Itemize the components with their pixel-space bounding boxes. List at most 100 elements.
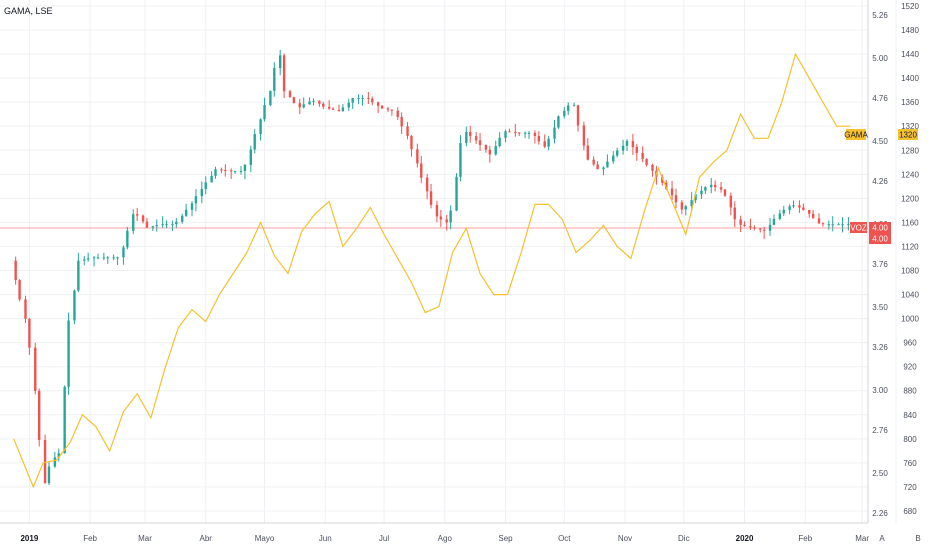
voz-candle xyxy=(318,100,321,104)
month-label: Mayo xyxy=(255,534,275,543)
voz-candle xyxy=(582,125,586,146)
voz-tick-label: 2.50 xyxy=(872,469,888,478)
voz-candle xyxy=(53,457,57,467)
month-label: Oct xyxy=(558,534,571,543)
voz-candle xyxy=(572,105,576,107)
voz-candle xyxy=(181,215,184,222)
voz-candle xyxy=(239,171,243,173)
voz-tick-label: 5.00 xyxy=(872,54,888,63)
voz-candle xyxy=(135,214,139,216)
voz-price-scale[interactable]: 5.26 5.00 4.76 4.50 4.26 4.00 3.76 3.50 3.26 3.00… xyxy=(872,11,888,518)
voz-candle xyxy=(664,182,668,189)
log-scale-button[interactable]: B xyxy=(915,534,920,543)
month-label: Jul xyxy=(379,534,389,543)
voz-candle xyxy=(126,230,129,248)
gama-tick-label: 800 xyxy=(903,435,917,444)
gama-tick-label: 680 xyxy=(903,507,917,516)
voz-candle xyxy=(759,228,762,230)
voz-candle xyxy=(749,226,752,228)
voz-candle xyxy=(435,204,439,217)
voz-candle xyxy=(194,196,198,204)
voz-candle xyxy=(141,215,145,222)
voz-candle xyxy=(847,224,850,226)
voz-candle xyxy=(498,137,501,147)
voz-candle xyxy=(57,453,60,458)
voz-tick-label: 3.26 xyxy=(872,343,888,352)
voz-candle xyxy=(410,135,413,150)
voz-candle xyxy=(768,224,772,231)
voz-candle xyxy=(63,386,66,454)
voz-candle xyxy=(361,97,364,99)
voz-tick-label: 2.26 xyxy=(872,509,888,518)
voz-candle xyxy=(269,90,272,106)
voz-candle xyxy=(508,131,511,133)
voz-candle xyxy=(778,213,782,219)
voz-candle xyxy=(298,103,301,108)
voz-candle xyxy=(631,141,635,148)
voz-candle xyxy=(327,106,331,109)
voz-candle xyxy=(821,223,825,225)
voz-candle xyxy=(772,218,776,225)
gama-price-tag: GAMA 1320 xyxy=(844,129,918,140)
voz-tag-value: 4.00 xyxy=(872,224,888,233)
voz-candle xyxy=(596,164,599,170)
voz-tag-label-bg xyxy=(850,222,867,233)
voz-candle xyxy=(811,213,815,219)
time-scale[interactable]: 2019 Feb Mar Abr Mayo Jun Jul Ago Sep Oct Nov Dic 20… xyxy=(20,534,869,543)
gama-tick-label: 1280 xyxy=(901,146,919,155)
scale-corner[interactable]: A B xyxy=(879,534,920,543)
gama-tick-label: 920 xyxy=(903,363,917,372)
month-label: Mar xyxy=(138,534,152,543)
voz-candle xyxy=(112,257,115,259)
voz-candle xyxy=(175,221,178,225)
voz-candle xyxy=(263,105,266,120)
voz-candle xyxy=(161,224,164,226)
voz-candle xyxy=(602,167,605,170)
gama-price-scale[interactable]: 1520 1480 1440 1400 1360 1320 1280 1240 1200 1160… xyxy=(901,2,919,516)
month-label: Dic xyxy=(678,534,690,543)
gama-tick-label: 1480 xyxy=(901,26,919,35)
voz-series[interactable] xyxy=(14,49,850,486)
voz-candle xyxy=(337,109,341,112)
voz-candle xyxy=(670,188,674,196)
gama-tick-label: 1520 xyxy=(901,2,919,11)
voz-candle xyxy=(292,97,296,104)
gama-tick-label: 880 xyxy=(903,387,917,396)
voz-candle xyxy=(606,161,609,168)
voz-candle xyxy=(459,143,462,177)
gama-tick-label: 1000 xyxy=(901,315,919,324)
voz-candle xyxy=(151,226,155,228)
month-label: Feb xyxy=(798,534,812,543)
voz-candle xyxy=(827,224,831,226)
voz-candle xyxy=(494,146,497,155)
voz-candle xyxy=(145,221,149,228)
voz-tick-label: 5.26 xyxy=(872,11,888,20)
voz-candle xyxy=(547,138,550,147)
gama-series[interactable] xyxy=(13,52,851,489)
voz-candle xyxy=(200,189,204,197)
voz-candle xyxy=(331,108,335,110)
voz-candle xyxy=(308,101,311,105)
voz-candle xyxy=(782,209,785,214)
voz-candle xyxy=(259,119,262,135)
voz-tag-value-bg xyxy=(869,222,891,233)
voz-candle xyxy=(729,195,733,208)
gama-tick-label: 1360 xyxy=(901,98,919,107)
gama-tick-label: 1080 xyxy=(901,267,919,276)
gama-tag-label-bg xyxy=(846,129,866,140)
auto-scale-button[interactable]: A xyxy=(879,534,885,543)
voz-candle xyxy=(77,260,80,291)
voz-candle xyxy=(96,257,100,259)
voz-tag-value2: 4.00 xyxy=(872,235,888,244)
voz-candle xyxy=(523,132,527,134)
voz-candle xyxy=(592,159,595,165)
voz-candle xyxy=(367,97,370,99)
voz-tick-label: 3.00 xyxy=(872,386,888,395)
voz-candle xyxy=(543,141,546,147)
voz-candle xyxy=(635,147,638,153)
voz-candle xyxy=(641,152,644,159)
voz-candle xyxy=(429,191,433,205)
voz-candle xyxy=(694,194,697,201)
